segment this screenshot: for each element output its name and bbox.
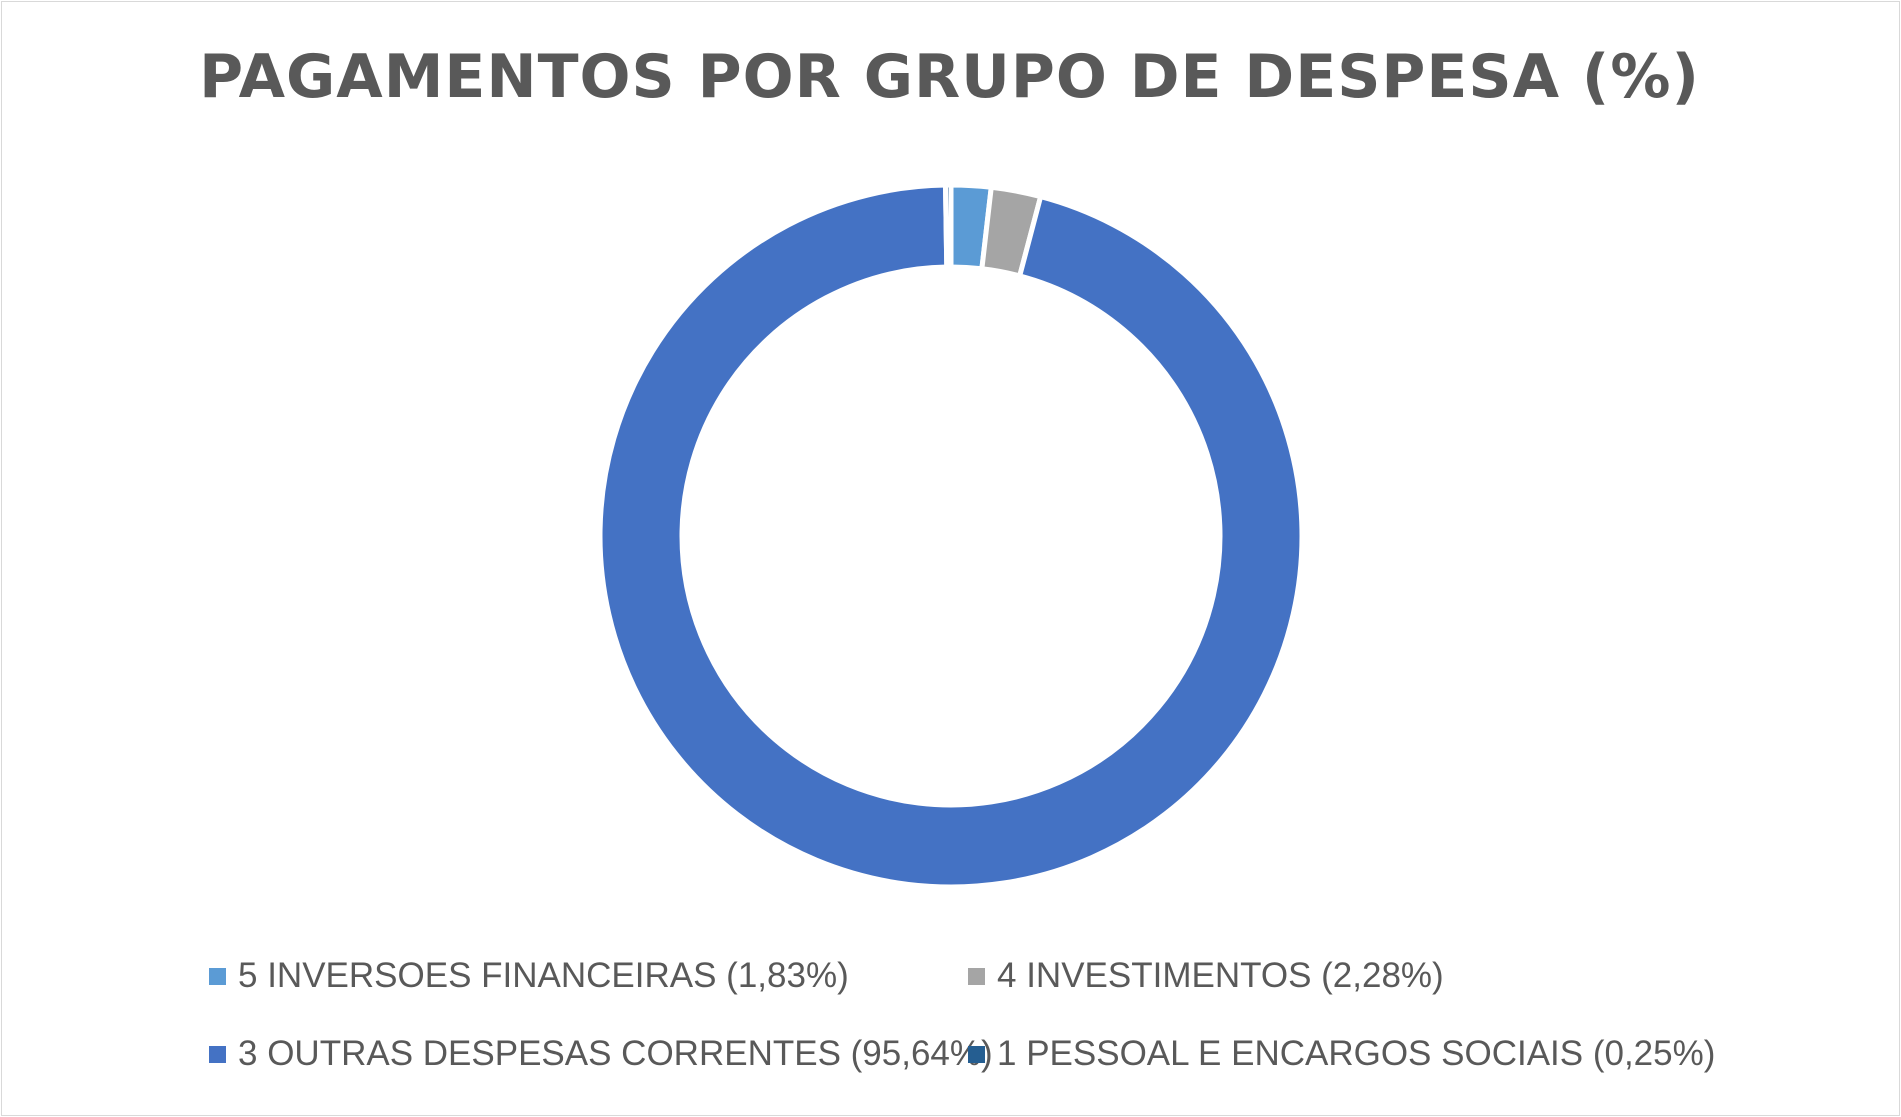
chart-title: PAGAMENTOS POR GRUPO DE DESPESA (%) (199, 42, 1700, 112)
slice-pessoal[interactable] (942, 182, 954, 270)
slice-outras-despesas[interactable] (597, 182, 1305, 890)
